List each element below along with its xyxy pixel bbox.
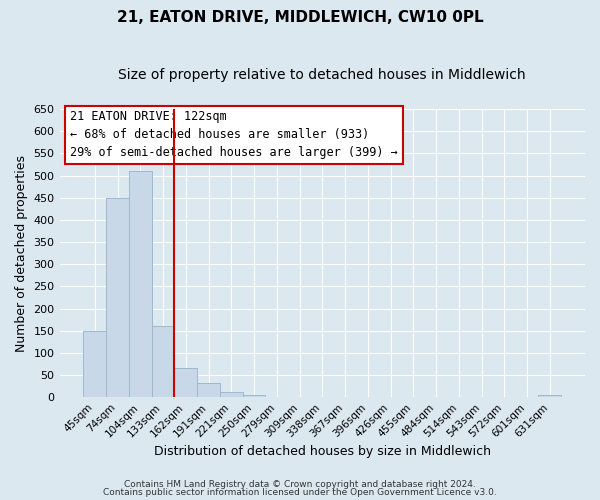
Bar	[220, 392, 242, 397]
X-axis label: Distribution of detached houses by size in Middlewich: Distribution of detached houses by size …	[154, 444, 491, 458]
Text: Contains public sector information licensed under the Open Government Licence v3: Contains public sector information licen…	[103, 488, 497, 497]
Bar	[83, 330, 106, 397]
Bar	[106, 198, 129, 397]
Bar	[242, 394, 265, 397]
Text: 21 EATON DRIVE: 122sqm
← 68% of detached houses are smaller (933)
29% of semi-de: 21 EATON DRIVE: 122sqm ← 68% of detached…	[70, 110, 398, 160]
Text: Contains HM Land Registry data © Crown copyright and database right 2024.: Contains HM Land Registry data © Crown c…	[124, 480, 476, 489]
Bar	[175, 368, 197, 397]
Y-axis label: Number of detached properties: Number of detached properties	[15, 154, 28, 352]
Text: 21, EATON DRIVE, MIDDLEWICH, CW10 0PL: 21, EATON DRIVE, MIDDLEWICH, CW10 0PL	[116, 10, 484, 25]
Bar	[197, 383, 220, 397]
Bar	[152, 326, 175, 397]
Title: Size of property relative to detached houses in Middlewich: Size of property relative to detached ho…	[118, 68, 526, 82]
Bar	[129, 171, 152, 397]
Bar	[538, 395, 561, 397]
